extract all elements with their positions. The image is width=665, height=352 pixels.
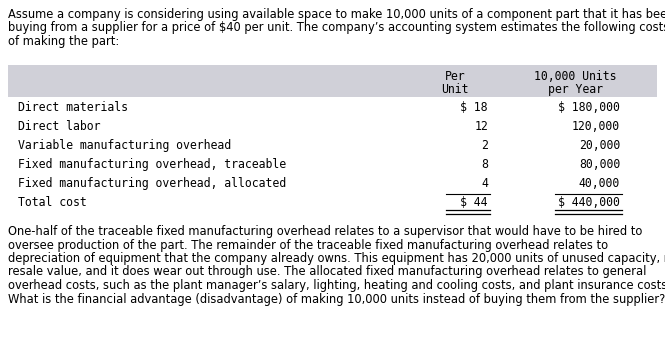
Text: $ 44: $ 44: [460, 196, 488, 209]
Text: Total cost: Total cost: [18, 196, 86, 209]
Text: 12: 12: [474, 120, 488, 133]
Text: Fixed manufacturing overhead, traceable: Fixed manufacturing overhead, traceable: [18, 158, 286, 171]
Text: Per: Per: [445, 70, 466, 83]
Text: 40,000: 40,000: [579, 177, 620, 190]
Text: overhead costs, such as the plant manager’s salary, lighting, heating and coolin: overhead costs, such as the plant manage…: [8, 279, 665, 292]
Text: $ 440,000: $ 440,000: [558, 196, 620, 209]
Text: What is the financial advantage (disadvantage) of making 10,000 units instead of: What is the financial advantage (disadva…: [8, 293, 665, 306]
Text: 80,000: 80,000: [579, 158, 620, 171]
Text: depreciation of equipment that the company already owns. This equipment has 20,0: depreciation of equipment that the compa…: [8, 252, 665, 265]
Text: 20,000: 20,000: [579, 139, 620, 152]
Text: Unit: Unit: [442, 83, 469, 96]
Text: Direct materials: Direct materials: [18, 101, 128, 114]
Text: 10,000 Units: 10,000 Units: [534, 70, 616, 83]
Text: Fixed manufacturing overhead, allocated: Fixed manufacturing overhead, allocated: [18, 177, 286, 190]
Text: Direct labor: Direct labor: [18, 120, 100, 133]
Text: 8: 8: [481, 158, 488, 171]
Text: $ 18: $ 18: [460, 101, 488, 114]
Text: of making the part:: of making the part:: [8, 35, 119, 48]
Text: resale value, and it does wear out through use. The allocated fixed manufacturin: resale value, and it does wear out throu…: [8, 265, 646, 278]
Text: 120,000: 120,000: [572, 120, 620, 133]
Text: 2: 2: [481, 139, 488, 152]
Text: $ 180,000: $ 180,000: [558, 101, 620, 114]
Text: buying from a supplier for a price of $40 per unit. The company’s accounting sys: buying from a supplier for a price of $4…: [8, 21, 665, 34]
Text: Assume a company is considering using available space to make 10,000 units of a : Assume a company is considering using av…: [8, 8, 665, 21]
Text: per Year: per Year: [547, 83, 602, 96]
Text: oversee production of the part. The remainder of the traceable fixed manufacturi: oversee production of the part. The rema…: [8, 239, 608, 251]
Bar: [8, 65, 657, 97]
Text: One-half of the traceable fixed manufacturing overhead relates to a supervisor t: One-half of the traceable fixed manufact…: [8, 225, 642, 238]
Text: 4: 4: [481, 177, 488, 190]
Text: Variable manufacturing overhead: Variable manufacturing overhead: [18, 139, 231, 152]
